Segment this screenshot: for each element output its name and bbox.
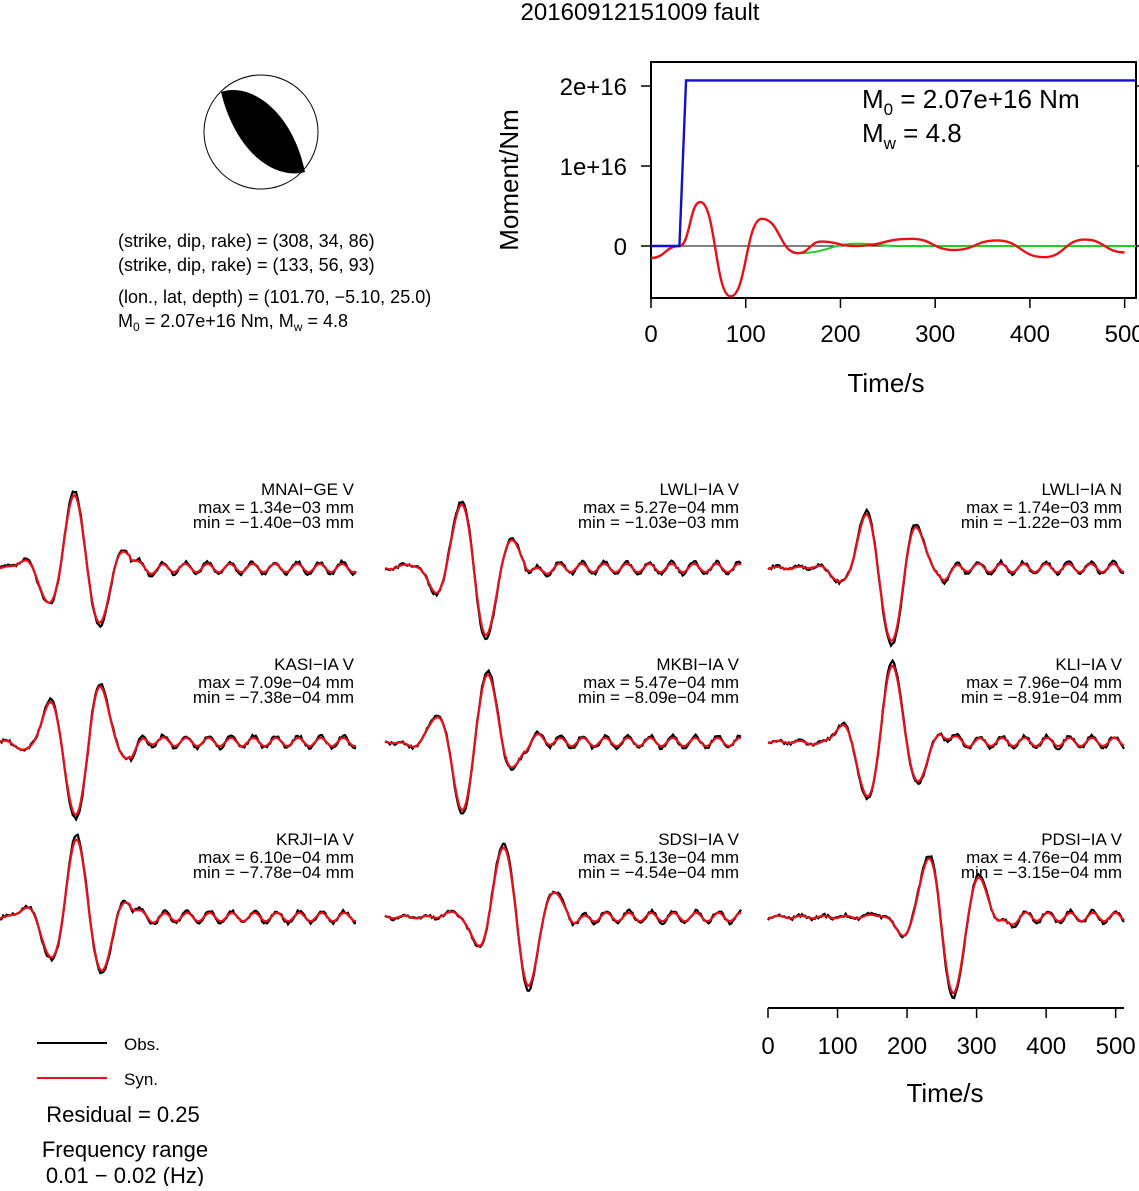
station-min: min = −3.15e−04 mm	[961, 863, 1122, 882]
source-info: (strike, dip, rake) = (308, 34, 86) (str…	[118, 231, 431, 334]
moment-axes: 0 100 200 300 400 500 0 1e+16 2e+16	[560, 74, 1139, 348]
synthetic-trace	[384, 846, 742, 987]
time-axis-tick-label: 0	[761, 1033, 774, 1060]
synthetic-trace	[767, 857, 1125, 994]
time-axis-label: Time/s	[906, 1078, 983, 1108]
station-max: max = 5.13e−04 mm	[583, 848, 739, 867]
station-name: LWLI−IA V	[659, 480, 739, 499]
moment-xlabel: Time/s	[847, 368, 924, 398]
moment-xtick-label: 400	[1010, 321, 1050, 348]
station-max: max = 1.34e−03 mm	[198, 498, 354, 517]
station-name: SDSI−IA V	[658, 830, 739, 849]
station-min: min = −4.54e−04 mm	[578, 863, 739, 882]
frequency-label: Frequency range	[42, 1137, 208, 1162]
station-max: max = 6.10e−04 mm	[198, 848, 354, 867]
time-axis-tick-label: 200	[887, 1033, 927, 1060]
time-axis-tick-label: 100	[818, 1033, 858, 1060]
synthetic-trace	[767, 664, 1125, 798]
station-name: LWLI−IA N	[1042, 480, 1122, 499]
station-max: max = 5.47e−04 mm	[583, 673, 739, 692]
station-name: PDSI−IA V	[1041, 830, 1122, 849]
moment-ytick-label: 2e+16	[560, 74, 627, 101]
station-max: max = 4.76e−04 mm	[966, 848, 1122, 867]
station-max: max = 7.96e−04 mm	[966, 673, 1122, 692]
moment-mw-label: Mw = 4.8	[862, 118, 962, 153]
cumulative-moment-line	[651, 79, 1136, 248]
station-min: min = −8.91e−04 mm	[961, 688, 1122, 707]
moment-xtick-label: 500	[1105, 321, 1139, 348]
station-min: min = −7.38e−04 mm	[193, 688, 354, 707]
synthetic-trace	[384, 673, 742, 812]
beachball-icon	[203, 74, 319, 190]
station-max: max = 7.09e−04 mm	[198, 673, 354, 692]
time-axis-tick-label: 500	[1096, 1033, 1136, 1060]
location-line: (lon., lat, depth) = (101.70, −5.10, 25.…	[118, 287, 431, 307]
moment-ytick-label: 0	[614, 234, 627, 261]
moment-xtick-label: 0	[644, 321, 657, 348]
station-name: KLI−IA V	[1055, 655, 1122, 674]
synthetic-trace	[0, 838, 357, 973]
legend-obs-label: Obs.	[124, 1035, 160, 1054]
moment-xtick-label: 200	[820, 321, 860, 348]
legend-syn-label: Syn.	[124, 1070, 158, 1089]
synthetic-trace	[0, 493, 357, 624]
moment-ylabel: Moment/Nm	[494, 109, 524, 251]
station-min: min = −1.22e−03 mm	[961, 513, 1122, 532]
station-name: KASI−IA V	[274, 655, 355, 674]
time-axis-tick-label: 300	[957, 1033, 997, 1060]
moment-xtick-label: 100	[726, 321, 766, 348]
station-min: min = −1.40e−03 mm	[193, 513, 354, 532]
time-axis-tick-label: 400	[1026, 1033, 1066, 1060]
station-max: max = 1.74e−03 mm	[966, 498, 1122, 517]
station-name: KRJI−IA V	[276, 830, 355, 849]
synthetic-trace	[384, 503, 742, 637]
station-min: min = −7.78e−04 mm	[193, 863, 354, 882]
moment-fit-line	[650, 200, 1125, 298]
moment-ytick-label: 1e+16	[560, 154, 627, 181]
legend: Obs. Syn.	[37, 1035, 160, 1089]
strike-line-1: (strike, dip, rake) = (308, 34, 86)	[118, 231, 375, 251]
synthetic-trace	[0, 685, 357, 817]
station-min: min = −8.09e−04 mm	[578, 688, 739, 707]
frequency-value: 0.01 − 0.02 (Hz)	[46, 1163, 204, 1186]
residual-label: Residual = 0.25	[46, 1102, 200, 1127]
station-max: max = 5.27e−04 mm	[583, 498, 739, 517]
synthetic-trace	[767, 513, 1125, 643]
moment-frame	[650, 61, 1137, 299]
moment-m0-label: M0 = 2.07e+16 Nm	[862, 84, 1080, 119]
station-min: min = −1.03e−03 mm	[578, 513, 739, 532]
station-name: MKBI−IA V	[656, 655, 739, 674]
moment-xtick-label: 300	[915, 321, 955, 348]
strike-line-2: (strike, dip, rake) = (133, 56, 93)	[118, 255, 375, 275]
moment-panel: 0 100 200 300 400 500 0 1e+16 2e+16 Moment/Nm Ti…	[494, 61, 1139, 398]
magnitude-line: M0 = 2.07e+16 Nm, Mw = 4.8	[118, 311, 348, 334]
time-axis: 0 100 200 300 400 500	[761, 1007, 1136, 1060]
station-name: MNAI−GE V	[261, 480, 355, 499]
figure-title: 20160912151009 fault	[521, 0, 760, 26]
